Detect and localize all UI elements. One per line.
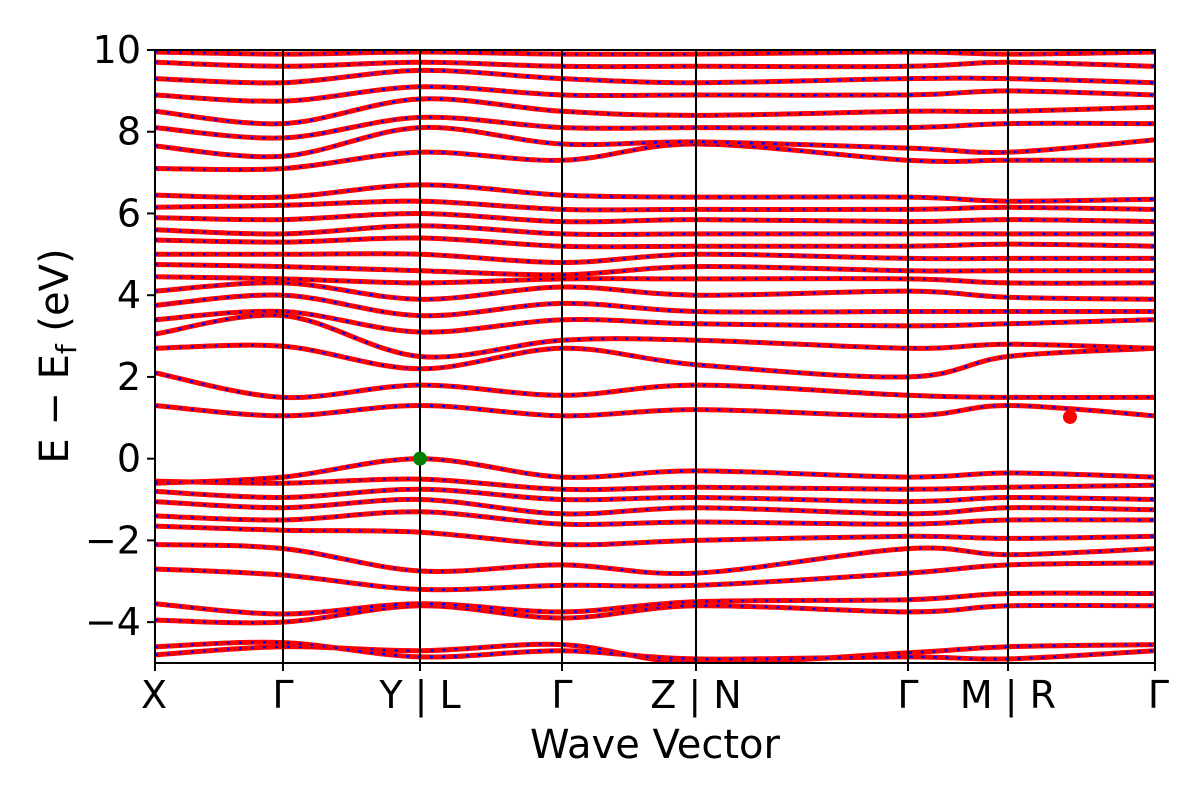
band-line-12 (155, 402, 1155, 419)
band-line-22 (155, 235, 1155, 250)
band-line-19 (155, 274, 1155, 286)
band-line-7 (155, 509, 1155, 528)
band-line-26 (155, 182, 1155, 204)
band-line-29 (155, 114, 1155, 141)
band-line-5 (155, 542, 1155, 577)
band-line-28 (155, 124, 1155, 160)
y-axis-ticks: −4 −2 0 2 4 6 8 10 (85, 28, 155, 644)
y-axis-title-subscript: f (50, 343, 83, 354)
band-line-32 (155, 67, 1155, 86)
y-axis-title-main: E − E (32, 354, 78, 464)
x-tick-label-5: Γ (897, 673, 918, 717)
x-tick-label-1: Γ (272, 673, 293, 717)
x-tick-label-4: Z | N (650, 673, 741, 718)
band-line-13 (155, 370, 1155, 401)
band-line-33 (155, 59, 1155, 70)
band-line-8 (155, 496, 1155, 517)
band-line-21 (155, 251, 1155, 266)
y-tick-label-6: 8 (117, 110, 141, 154)
band-line-15 (155, 312, 1155, 360)
y-tick-label-4: 4 (117, 273, 141, 317)
x-axis-ticks: X Γ Y | L Γ Z | N Γ M | R Γ (141, 663, 1169, 718)
band-line-3 (155, 590, 1155, 617)
band-line-18 (155, 280, 1155, 302)
cbm-marker (1063, 409, 1077, 424)
band-line-20 (155, 262, 1155, 278)
band-dash-5 (155, 543, 1155, 575)
band-line-34 (155, 50, 1155, 57)
band-line-25 (155, 198, 1155, 213)
band-line-11 (155, 456, 1155, 486)
band-line-30 (155, 96, 1155, 127)
y-tick-label-5: 6 (117, 191, 141, 235)
band-line-27 (155, 141, 1155, 173)
band-dash-23 (155, 224, 1155, 236)
band-line-1 (155, 639, 1155, 662)
x-tick-label-7: Γ (1148, 673, 1169, 717)
y-tick-label-0: −4 (85, 600, 141, 644)
band-line-17 (155, 292, 1155, 319)
x-tick-label-2: Y | L (378, 673, 460, 718)
band-line-14 (155, 342, 1155, 380)
y-axis-title-unit: (eV) (32, 248, 78, 344)
band-line-24 (155, 210, 1155, 225)
band-line-6 (155, 523, 1155, 548)
x-tick-label-3: Γ (551, 673, 572, 717)
x-tick-label-6: M | R (960, 673, 1056, 718)
y-axis-title: E − Ef (eV) (32, 248, 83, 463)
vbm-marker (413, 451, 427, 466)
y-tick-label-1: −2 (85, 518, 141, 562)
y-tick-label-3: 2 (117, 355, 141, 399)
band-line-23 (155, 223, 1155, 238)
band-line-10 (155, 476, 1155, 493)
band-line-16 (155, 308, 1155, 335)
band-edge-markers (413, 409, 1077, 466)
x-tick-label-0: X (141, 673, 167, 717)
y-tick-label-2: 0 (117, 437, 141, 481)
high-symmetry-lines (282, 50, 1009, 663)
x-axis-title: Wave Vector (530, 722, 781, 768)
bands-layer (155, 50, 1155, 663)
plot-frame (154, 49, 1156, 664)
band-line-4 (155, 560, 1155, 593)
y-tick-label-7: 10 (93, 28, 141, 72)
band-line-31 (155, 84, 1155, 104)
band-line-2 (155, 602, 1155, 626)
band-line-9 (155, 486, 1155, 505)
